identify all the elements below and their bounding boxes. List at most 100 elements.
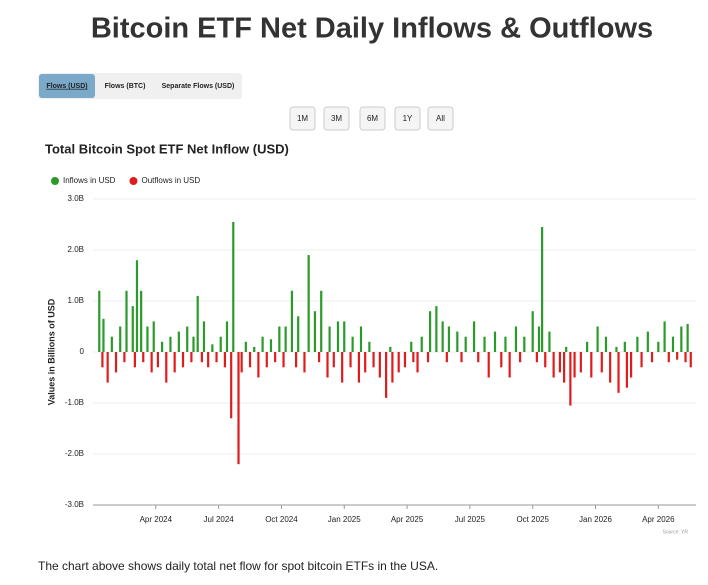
bar xyxy=(397,352,400,373)
bar xyxy=(282,352,285,368)
bar xyxy=(320,290,323,352)
bar xyxy=(531,311,534,352)
tab[interactable]: Flows (BTC) xyxy=(105,83,146,90)
bar xyxy=(230,352,233,419)
range-button-label[interactable]: 1Y xyxy=(403,114,413,123)
range-button[interactable] xyxy=(323,106,350,131)
bar xyxy=(420,336,423,352)
legend-marker xyxy=(129,177,138,185)
bar xyxy=(196,295,199,352)
bar xyxy=(257,352,260,378)
bar xyxy=(508,352,511,378)
bar xyxy=(135,260,139,352)
bar xyxy=(131,306,134,352)
bar xyxy=(119,326,122,352)
bar xyxy=(169,336,172,352)
x-tick-label: Jan 2026 xyxy=(579,515,612,524)
range-button-label[interactable]: 1M xyxy=(297,114,308,123)
bar xyxy=(671,336,675,352)
range-button[interactable] xyxy=(427,106,454,131)
bar xyxy=(623,341,626,352)
bar xyxy=(368,341,371,352)
bar xyxy=(225,321,229,352)
tab-active[interactable] xyxy=(39,74,95,98)
x-tick-label: Oct 2025 xyxy=(516,515,549,524)
bar xyxy=(269,339,273,352)
bar xyxy=(359,326,363,352)
bar xyxy=(173,352,176,373)
bar xyxy=(211,344,214,352)
bar xyxy=(477,352,480,363)
bar xyxy=(500,352,503,368)
bar xyxy=(102,318,105,352)
bar xyxy=(667,352,670,363)
y-tick-label: 1.0B xyxy=(68,296,84,305)
y-tick-label: -1.0B xyxy=(65,398,84,407)
bar xyxy=(140,290,143,352)
bar xyxy=(123,352,126,363)
bar xyxy=(200,352,203,363)
range-button-label[interactable]: 3M xyxy=(331,114,342,123)
bar xyxy=(487,352,490,378)
bar xyxy=(357,352,361,383)
bar xyxy=(232,221,235,352)
bar xyxy=(663,321,666,352)
range-button[interactable] xyxy=(359,106,386,131)
bar xyxy=(445,352,448,363)
x-tick-label: Apr 2024 xyxy=(140,515,173,524)
bar xyxy=(133,352,136,368)
range-button[interactable] xyxy=(289,106,316,131)
bar xyxy=(261,336,264,352)
bar xyxy=(544,352,547,368)
tab[interactable]: Flows (USD) xyxy=(46,83,87,90)
bar xyxy=(152,321,155,352)
x-tick-label: Oct 2024 xyxy=(265,515,298,524)
bar xyxy=(573,352,576,378)
bar xyxy=(441,321,444,352)
bar xyxy=(684,352,687,363)
bar xyxy=(341,352,344,383)
bar xyxy=(294,352,298,368)
bar xyxy=(617,352,620,393)
bar xyxy=(244,341,247,352)
bar xyxy=(579,352,582,373)
bar xyxy=(313,311,317,352)
range-button-label[interactable]: All xyxy=(436,114,445,123)
bar xyxy=(265,352,268,368)
bar xyxy=(101,352,104,368)
bar xyxy=(428,311,432,352)
bar xyxy=(364,352,367,373)
bar xyxy=(416,352,419,373)
bar xyxy=(562,352,566,383)
bar xyxy=(493,331,497,352)
y-axis-label: Values in Billions of USD xyxy=(46,298,56,405)
bar xyxy=(150,352,153,373)
bar xyxy=(98,290,101,352)
bar xyxy=(472,321,476,352)
bar xyxy=(537,326,541,352)
bar xyxy=(351,336,354,352)
bar xyxy=(223,352,227,368)
bar xyxy=(609,352,612,383)
tab[interactable]: Separate Flows (USD) xyxy=(162,83,235,90)
bar xyxy=(596,326,599,352)
bar xyxy=(318,352,321,363)
bar xyxy=(190,352,193,363)
bar xyxy=(156,352,160,368)
x-tick-label: Apr 2025 xyxy=(391,515,424,524)
bar xyxy=(349,352,352,368)
legend-label: Inflows in USD xyxy=(63,176,116,185)
bar xyxy=(165,352,168,383)
bar xyxy=(519,352,522,363)
bar xyxy=(106,352,109,383)
bar xyxy=(569,352,572,406)
bar xyxy=(650,352,654,363)
bar xyxy=(403,352,407,368)
bar xyxy=(219,336,222,352)
range-button-label[interactable]: 6M xyxy=(367,114,378,123)
bar xyxy=(336,321,340,352)
bar xyxy=(565,346,568,352)
bar xyxy=(541,227,544,352)
range-button[interactable] xyxy=(394,106,421,131)
bar xyxy=(456,331,459,352)
